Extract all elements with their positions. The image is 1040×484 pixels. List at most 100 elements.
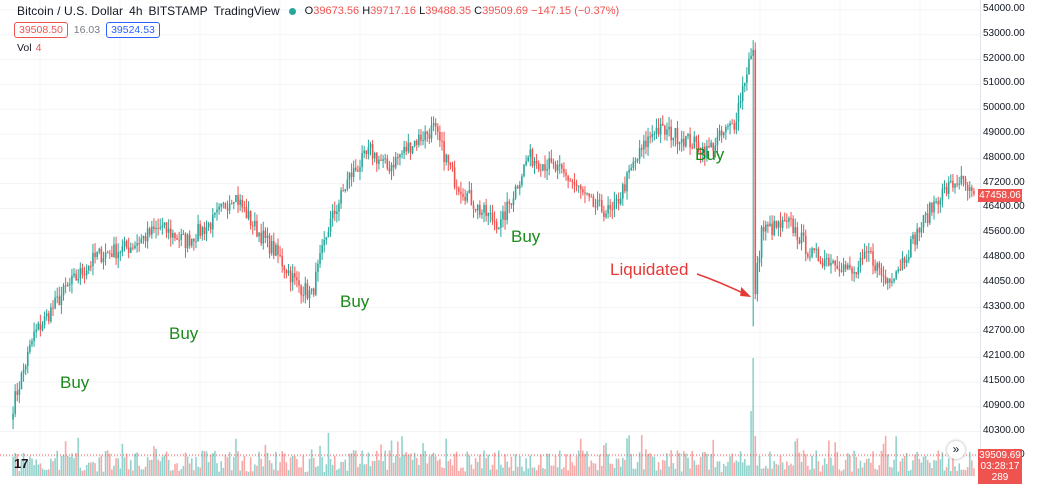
volume-bar	[550, 465, 553, 476]
volume-bar	[350, 453, 353, 476]
volume-bar	[466, 451, 469, 476]
volume-bar	[863, 462, 866, 476]
volume-bar	[245, 471, 248, 476]
volume-bar	[588, 466, 590, 476]
buy-annotation: Buy	[340, 292, 370, 311]
price-axis[interactable]	[980, 0, 1040, 480]
buy-annotation: Buy	[511, 227, 541, 246]
double-chevron-right-icon[interactable]: »	[947, 441, 965, 459]
volume-bar	[104, 451, 107, 476]
volume-bar	[905, 452, 908, 476]
volume-bar	[415, 458, 418, 476]
candle-body	[436, 126, 439, 132]
volume-bar	[371, 460, 374, 476]
candle-body	[561, 164, 563, 169]
volume-bar	[483, 450, 485, 476]
candle-body	[525, 161, 527, 165]
volume-bar	[971, 460, 973, 476]
volume-bar	[304, 471, 307, 476]
candle-body	[716, 136, 719, 146]
candle-body	[405, 146, 408, 152]
volume-bar	[384, 450, 387, 476]
candle-body	[45, 313, 48, 317]
candle-body	[735, 121, 738, 130]
candle-body	[455, 187, 458, 189]
candle-body	[329, 218, 332, 232]
volume-bar	[699, 457, 702, 476]
candle-body	[706, 145, 708, 159]
volume-bar	[853, 450, 855, 476]
volume-bar	[102, 471, 105, 476]
candle-body	[802, 232, 805, 236]
volume-bar	[779, 455, 782, 476]
volume-bar	[518, 456, 521, 476]
volume-bar	[100, 455, 103, 476]
buy-button[interactable]: 39524.53	[106, 22, 160, 38]
candle-body	[167, 228, 170, 233]
volume-bar	[390, 440, 393, 476]
volume-bar	[315, 466, 317, 476]
volume-bar	[575, 456, 578, 476]
candle-body	[567, 175, 569, 181]
interval[interactable]: 4h	[129, 4, 143, 18]
volume-legend[interactable]: Vol 4	[17, 42, 41, 54]
volume-bar	[836, 451, 839, 476]
candle-body	[354, 167, 357, 171]
sell-button[interactable]: 39508.50	[14, 22, 68, 38]
volume-bar	[781, 462, 784, 476]
candle-body	[165, 222, 168, 233]
volume-bar	[737, 461, 740, 476]
volume-bar	[611, 463, 614, 476]
volume-bar	[380, 444, 382, 476]
volume-bar	[552, 465, 555, 476]
volume-bar	[33, 465, 35, 476]
candle-body	[630, 167, 633, 170]
candle-body	[815, 248, 818, 250]
volume-bar	[464, 471, 466, 476]
candle-body	[111, 253, 113, 257]
candle-body	[939, 200, 942, 205]
candle-body	[922, 215, 925, 228]
volume-bar	[209, 454, 212, 476]
candle-body	[115, 244, 117, 259]
volume-bar	[529, 455, 532, 476]
volume-bar	[598, 454, 601, 476]
volume-bar	[376, 450, 378, 476]
volume-bar	[657, 462, 660, 476]
volume-bar	[758, 456, 761, 476]
open-label: O	[304, 5, 314, 17]
candle-body	[615, 198, 618, 201]
candle-body	[31, 341, 33, 345]
candle-body	[348, 172, 351, 180]
tradingview-logo-icon[interactable]: 17	[14, 456, 29, 471]
volume-bar	[838, 469, 841, 476]
candle-body	[275, 244, 277, 256]
volume-bar	[861, 467, 864, 476]
candle-body	[470, 190, 473, 206]
candle-body	[71, 275, 73, 284]
candle-body	[214, 212, 216, 215]
volume-bar	[649, 453, 651, 476]
volume-bar	[90, 462, 92, 476]
candle-body	[212, 214, 214, 230]
volume-bar	[516, 466, 519, 476]
volume-bar	[821, 465, 824, 476]
volume-bar	[222, 467, 225, 476]
volume-bar	[567, 470, 569, 476]
symbol-name[interactable]: Bitcoin / U.S. Dollar	[17, 4, 124, 18]
volume-bar	[37, 464, 40, 476]
candle-body	[678, 142, 681, 145]
volume-bar	[741, 462, 744, 476]
candle-body	[655, 127, 658, 134]
volume-bar	[508, 467, 511, 476]
volume-bar	[569, 454, 572, 476]
y-tick-label: 44050.00	[983, 275, 1025, 287]
volume-bar	[182, 465, 185, 476]
volume-bar	[401, 436, 403, 476]
candle-body	[733, 123, 736, 130]
candle-body	[737, 103, 740, 122]
candle-body	[342, 190, 344, 192]
candle-body	[928, 202, 931, 224]
volume-bar	[348, 453, 351, 476]
